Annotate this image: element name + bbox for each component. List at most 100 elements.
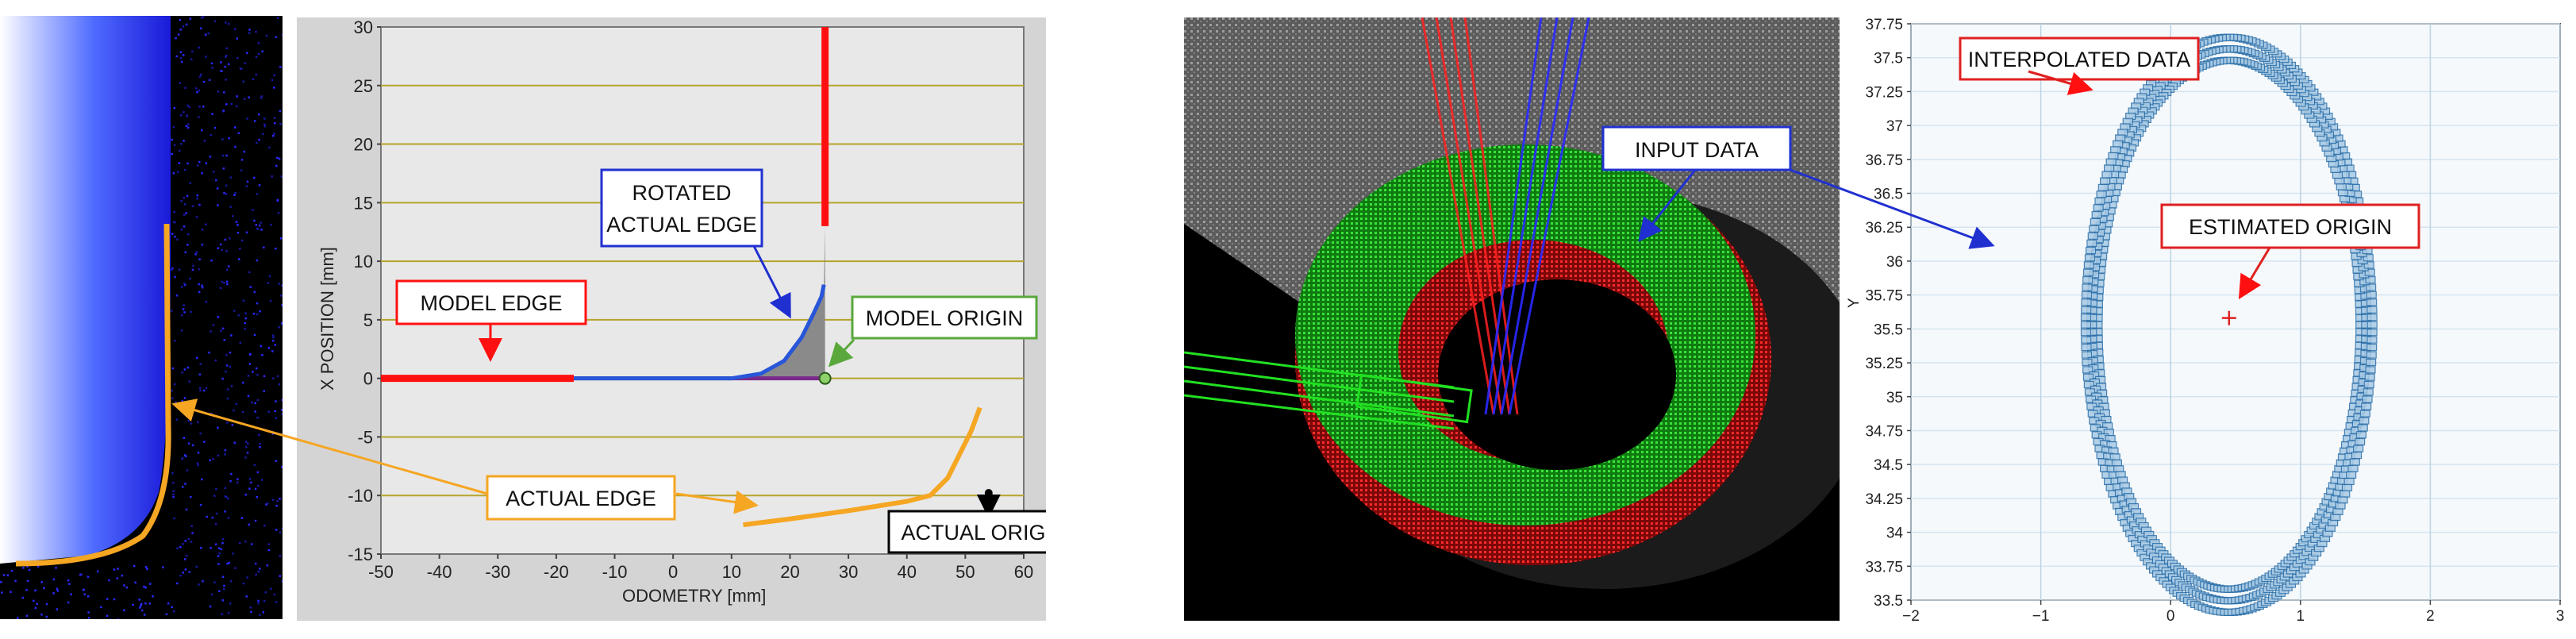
scan-noise-point xyxy=(185,212,187,214)
interpolated-point xyxy=(2081,344,2092,352)
scan-noise-point xyxy=(171,389,173,392)
scan-noise-point xyxy=(255,562,257,565)
scan-noise-point xyxy=(191,50,194,53)
scan-noise-point xyxy=(240,169,243,171)
scan-noise-point xyxy=(226,268,229,271)
scan-noise-point xyxy=(197,452,200,454)
scan-noise-point xyxy=(56,590,59,592)
interpolated-point xyxy=(2366,329,2378,337)
scan-noise-point xyxy=(21,596,24,599)
scan-noise-point xyxy=(143,585,145,588)
scan-noise-point xyxy=(275,164,278,167)
scan-noise-point xyxy=(198,268,201,271)
scan-noise-point xyxy=(257,484,260,487)
scan-noise-point xyxy=(190,541,193,543)
scan-noise-point xyxy=(259,310,261,313)
scan-noise-point xyxy=(236,478,239,480)
scan-noise-point xyxy=(121,574,123,577)
interpolated-point xyxy=(2363,380,2374,389)
scan-noise-point xyxy=(217,426,219,429)
scan-noise-point xyxy=(244,98,246,100)
scan-noise-point xyxy=(263,117,266,120)
scan-noise-point xyxy=(275,36,277,39)
scan-noise-point xyxy=(181,371,183,374)
chart2-y-tick-label: 35 xyxy=(1886,390,1903,406)
scan-noise-point xyxy=(221,537,225,541)
interpolated-point xyxy=(2355,431,2367,439)
scan-noise-point xyxy=(275,247,277,250)
chart2-y-tick-label: 36 xyxy=(1886,254,1903,271)
scan-noise-point xyxy=(221,138,224,141)
scan-noise-point xyxy=(271,175,273,178)
scan-noise-point xyxy=(244,540,247,543)
scan-noise-point xyxy=(201,229,204,231)
chart1-x-axis-label: ODOMETRY [mm] xyxy=(622,586,766,606)
scan-noise-point xyxy=(199,363,202,365)
scan-noise-point xyxy=(219,287,222,290)
interpolated-point xyxy=(2100,177,2111,185)
scan-noise-point xyxy=(213,581,216,583)
scan-noise-point xyxy=(116,577,119,579)
scan-noise-point xyxy=(227,265,230,268)
scan-noise-point xyxy=(279,66,282,68)
scan-noise-point xyxy=(205,387,208,390)
interpolated-point xyxy=(2082,268,2094,276)
scan-noise-point xyxy=(267,502,269,505)
chart2-x-tick-label: −1 xyxy=(2032,608,2050,625)
chart2-y-tick-label: 34 xyxy=(1886,525,1904,542)
scan-noise-point xyxy=(245,595,248,598)
scan-noise-point xyxy=(238,258,240,260)
scan-noise-point xyxy=(237,314,240,317)
scan-noise-point xyxy=(190,525,193,527)
scan-noise-point xyxy=(235,402,238,406)
interpolated-point xyxy=(2343,477,2355,486)
interpolated-point xyxy=(2366,314,2378,321)
scan-noise-point xyxy=(22,567,25,569)
scan-noise-point xyxy=(184,568,187,571)
scan-noise-point xyxy=(254,519,257,522)
scan-noise-point xyxy=(172,125,175,129)
scan-noise-point xyxy=(245,445,248,448)
scan-noise-point xyxy=(125,586,128,589)
interpolated-point xyxy=(2082,366,2093,374)
scan-noise-point xyxy=(232,215,234,217)
scan-noise-point xyxy=(196,194,198,197)
chart2-y-tick-label: 36.75 xyxy=(1865,152,1903,169)
scan-noise-point xyxy=(224,65,226,68)
scan-noise-point xyxy=(106,598,109,600)
scan-noise-point xyxy=(257,228,260,230)
scan-noise-point xyxy=(256,313,259,316)
scan-noise-point xyxy=(176,238,179,241)
scan-noise-point xyxy=(202,16,205,18)
scan-noise-point xyxy=(210,593,213,596)
scan-noise-point xyxy=(256,227,259,230)
chart1-x-tick-label: 30 xyxy=(839,562,858,582)
scan-noise-point xyxy=(196,356,198,360)
scan-noise-point xyxy=(199,432,202,435)
scan-noise-point xyxy=(140,602,143,606)
chart2-y-tick-label: 37.5 xyxy=(1874,51,1903,67)
actual-origin-callout-box xyxy=(887,510,1046,554)
scan-noise-point xyxy=(233,194,236,196)
scan-noise-point xyxy=(183,168,186,171)
scan-noise-point xyxy=(272,336,275,339)
scan-noise-point xyxy=(192,444,194,447)
interpolated-point xyxy=(2081,351,2093,359)
scan-noise-point xyxy=(179,82,182,84)
scan-noise-point xyxy=(230,102,233,106)
scan-image-panel xyxy=(0,16,283,619)
scan-noise-point xyxy=(225,250,228,252)
scan-noise-point xyxy=(28,568,31,572)
scan-noise-point xyxy=(276,375,279,378)
scan-noise-point xyxy=(100,606,102,609)
scan-noise-point xyxy=(171,367,175,370)
scan-noise-point xyxy=(189,277,191,280)
scan-noise-point xyxy=(171,138,173,141)
scan-noise-point xyxy=(280,175,283,178)
chart2-x-tick-label: 2 xyxy=(2426,608,2435,625)
scan-noise-point xyxy=(280,409,283,411)
chart2-y-tick-label: 36.5 xyxy=(1874,187,1903,203)
scan-noise-point xyxy=(225,154,228,157)
scan-noise-point xyxy=(259,568,261,570)
scan-noise-point xyxy=(183,203,186,206)
